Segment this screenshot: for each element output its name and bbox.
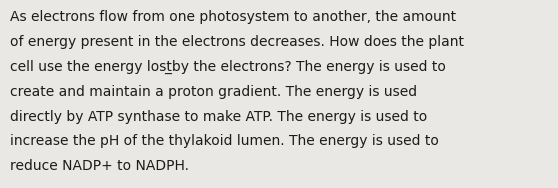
Text: increase the pH of the thylakoid lumen. The energy is used to: increase the pH of the thylakoid lumen. … [10, 134, 439, 148]
Text: of energy present in the electrons decreases. How does the plant: of energy present in the electrons decre… [10, 35, 464, 49]
Text: reduce NADP+ to NADPH.: reduce NADP+ to NADPH. [10, 159, 189, 173]
Text: directly by ATP synthase to make ATP. The energy is used to: directly by ATP synthase to make ATP. Th… [10, 110, 427, 124]
Text: As electrons flow from one photosystem to another, the amount: As electrons flow from one photosystem t… [10, 10, 456, 24]
Text: cell use the energy lost̲by the electrons? The energy is used to: cell use the energy lost̲by the electron… [10, 60, 446, 74]
Text: create and maintain a proton gradient. The energy is used: create and maintain a proton gradient. T… [10, 85, 417, 99]
